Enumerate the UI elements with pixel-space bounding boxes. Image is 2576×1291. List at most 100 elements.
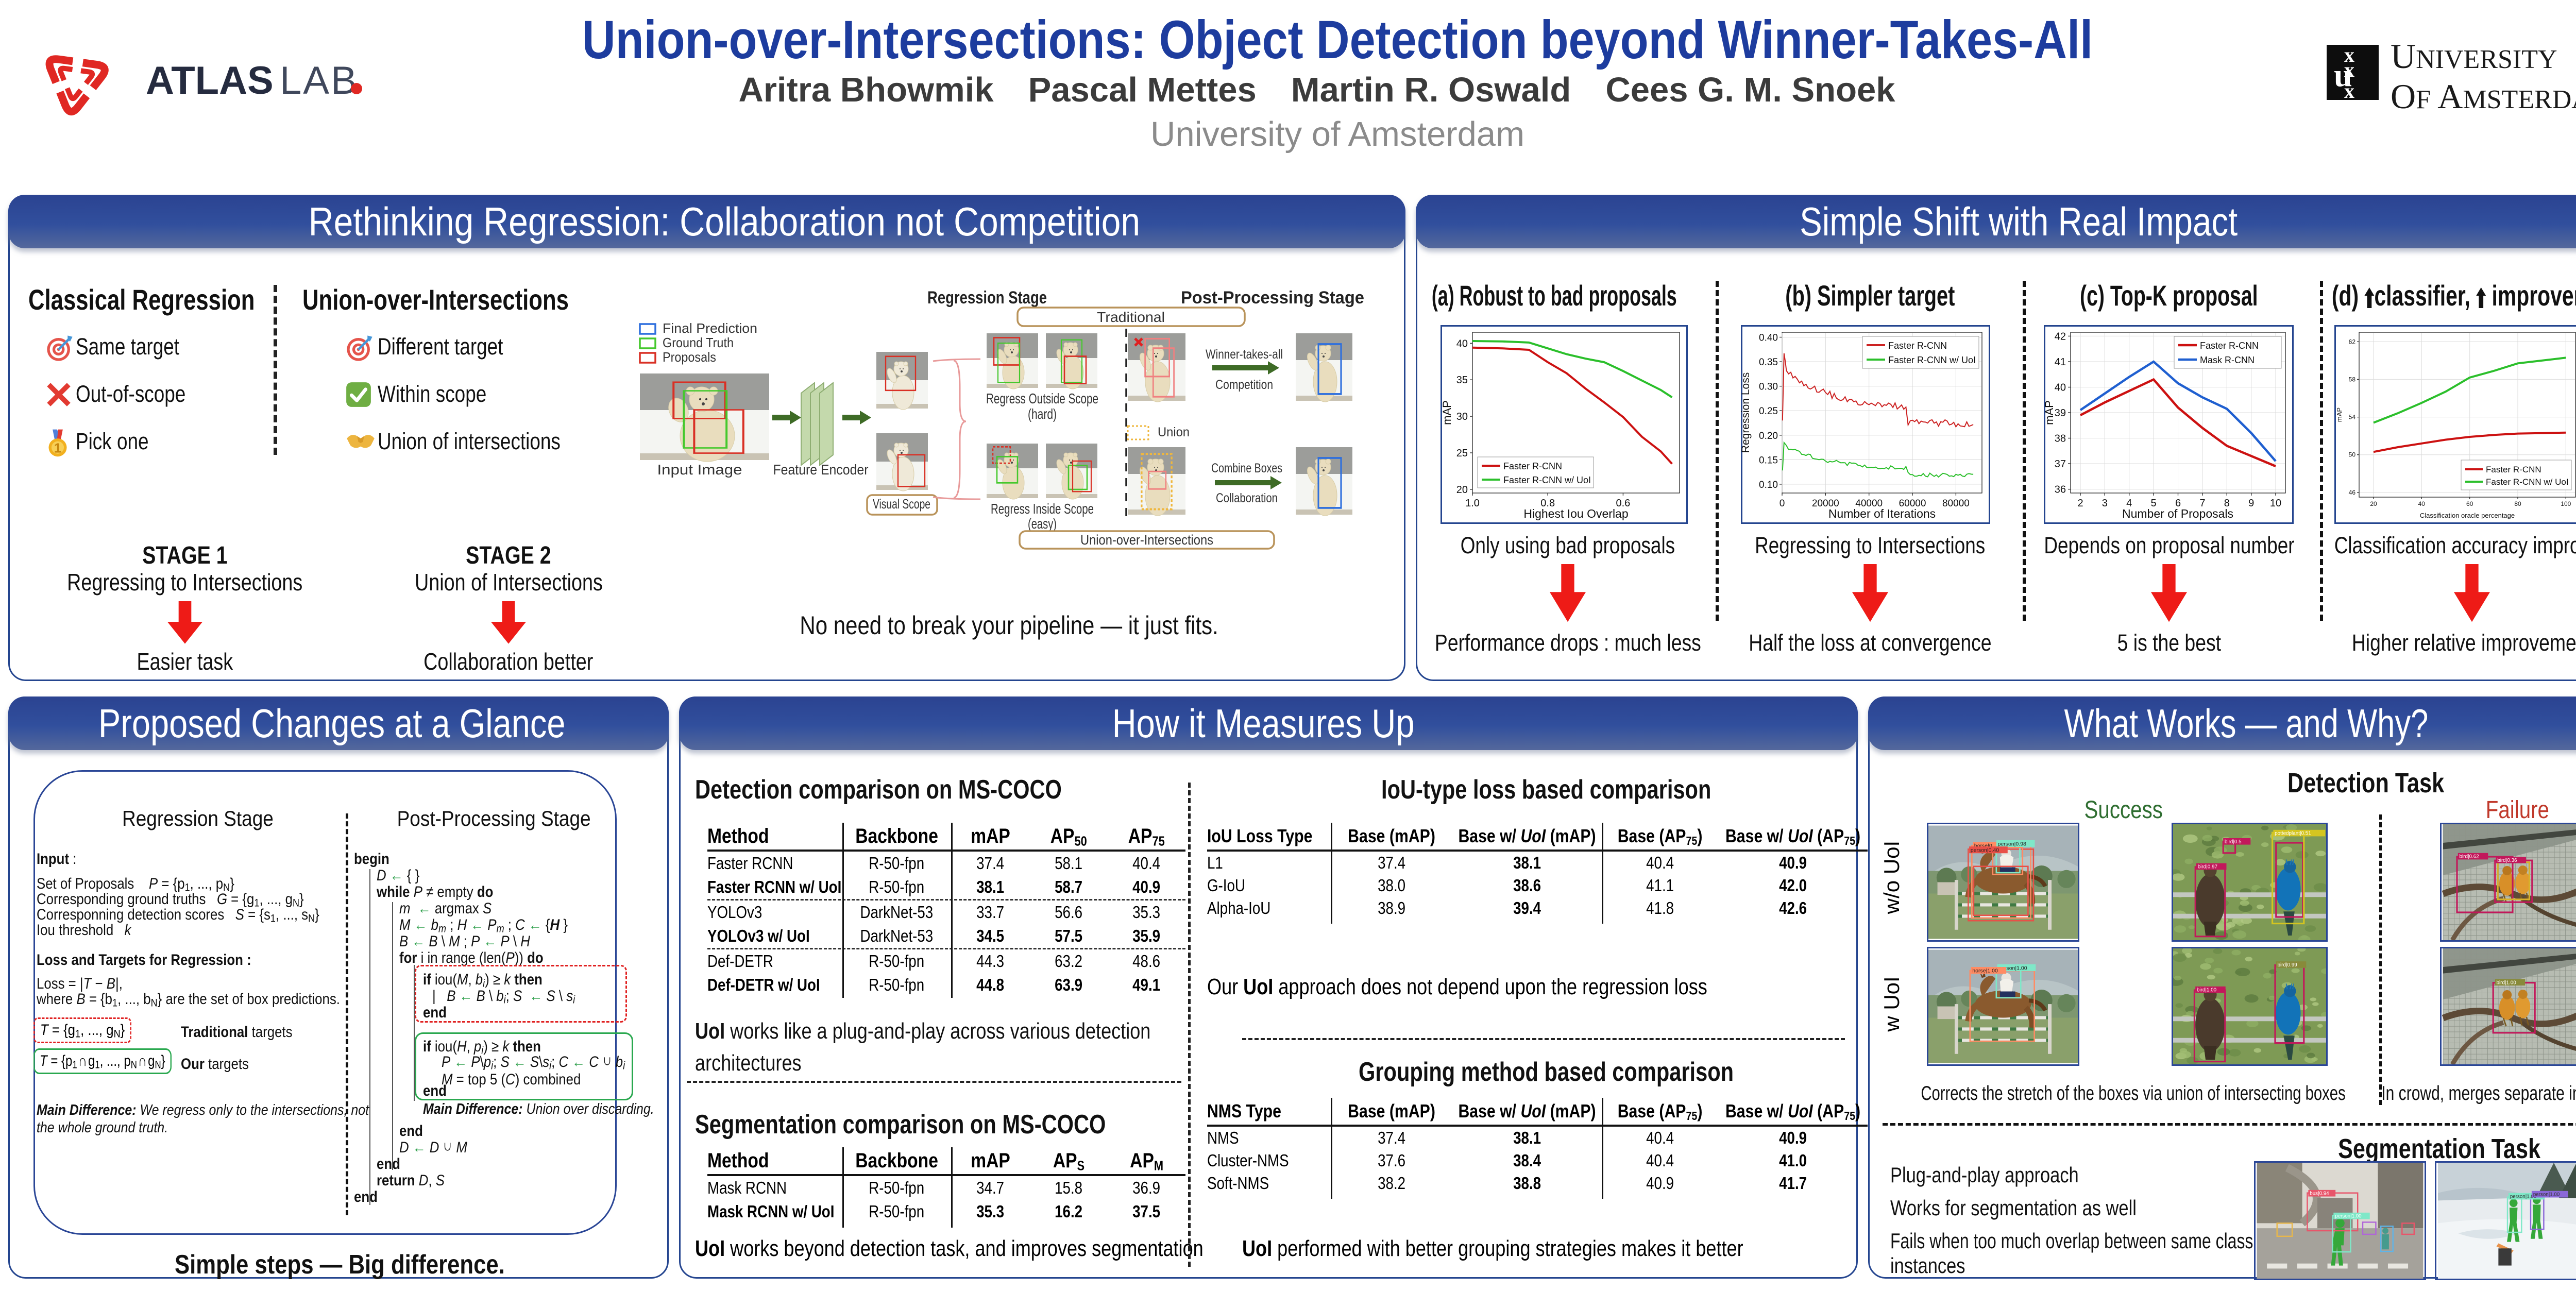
svg-text:Faster R-CNN w/ UoI: Faster R-CNN w/ UoI [2486,477,2569,487]
svg-text:Visual Scope: Visual Scope [873,496,930,512]
svg-text:Collaboration: Collaboration [1216,491,1278,505]
svg-text:Traditional: Traditional [1097,309,1165,325]
svg-text:Faster R-CNN w/ UoI: Faster R-CNN w/ UoI [1888,355,1976,365]
svg-text:mAP: mAP [1440,400,1453,425]
svg-text:OF AMSTERDAM: OF AMSTERDAM [2391,77,2576,110]
svg-text:0.35: 0.35 [1759,357,1778,368]
svg-text:62: 62 [2349,338,2356,345]
svg-text:1: 1 [54,440,62,456]
svg-text:(hard): (hard) [1028,406,1057,422]
svg-text:Faster R-CNN: Faster R-CNN [1888,341,1947,351]
svg-text:person|1.00: person|1.00 [2510,1194,2537,1199]
svg-text:0.30: 0.30 [1759,382,1778,393]
svg-text:30: 30 [1456,411,1468,422]
svg-text:x: x [2344,58,2354,81]
svg-text:7: 7 [2199,498,2205,509]
svg-text:0.25: 0.25 [1759,406,1778,417]
svg-text:25: 25 [1456,448,1468,459]
svg-text:Regression Loss: Regression Loss [1741,372,1752,453]
svg-text:0.10: 0.10 [1759,480,1778,490]
svg-text:0.20: 0.20 [1759,431,1778,441]
svg-text:Winner-takes-all: Winner-takes-all [1206,347,1283,362]
svg-text:54: 54 [2349,414,2356,421]
svg-text:10: 10 [2270,498,2281,509]
svg-text:2: 2 [2077,498,2083,509]
svg-text:20000: 20000 [1812,498,1839,509]
svg-text:Faster R-CNN: Faster R-CNN [2200,341,2259,351]
svg-text:Proposals: Proposals [663,349,716,365]
svg-text:41: 41 [2055,356,2066,368]
svg-text:1.0: 1.0 [1465,498,1480,509]
svg-text:0.15: 0.15 [1759,455,1778,466]
svg-text:42: 42 [2055,331,2066,342]
svg-text:bird|0.36: bird|0.36 [2497,858,2517,863]
svg-text:ATLAS: ATLAS [146,59,274,103]
svg-text:person|1.00: person|1.00 [2533,1192,2560,1198]
svg-text:LAB: LAB [280,59,359,103]
svg-text:Input Image: Input Image [657,462,742,478]
svg-text:Faster R-CNN: Faster R-CNN [2486,465,2541,474]
svg-text:u: u [2334,57,2352,93]
svg-text:6: 6 [2175,498,2181,509]
svg-text:35: 35 [1456,375,1468,386]
svg-text:40: 40 [1456,338,1468,349]
svg-text:38: 38 [2055,433,2066,445]
svg-text:Competition: Competition [1215,378,1273,392]
svg-text:pottedplant|0.51: pottedplant|0.51 [2275,831,2311,837]
svg-text:80: 80 [2514,500,2521,507]
svg-text:x: x [2344,45,2354,66]
svg-text:60000: 60000 [1899,498,1926,509]
svg-text:Feature Encoder: Feature Encoder [773,462,869,478]
svg-text:40000: 40000 [1855,498,1883,509]
svg-text:0.8: 0.8 [1540,498,1555,509]
svg-text:Regress Inside Scope: Regress Inside Scope [991,501,1094,517]
svg-text:bird|0.5: bird|0.5 [2225,839,2242,845]
svg-text:Union-over-Intersections: Union-over-Intersections [1080,532,1213,548]
svg-text:Faster R-CNN: Faster R-CNN [1503,461,1562,471]
svg-text:Number of Proposals: Number of Proposals [2122,507,2233,520]
svg-text:Mask R-CNN: Mask R-CNN [2200,355,2255,365]
svg-text:36: 36 [2055,484,2066,496]
svg-text:58: 58 [2349,376,2356,383]
svg-text:bird|1.00: bird|1.00 [2497,980,2517,986]
svg-text:(easy): (easy) [1028,516,1057,532]
svg-text:100: 100 [2561,500,2571,507]
svg-text:person|0.98: person|0.98 [1997,841,2026,847]
svg-text:Final Prediction: Final Prediction [663,320,757,336]
svg-text:0.6: 0.6 [1616,498,1630,509]
svg-text:Combine Boxes: Combine Boxes [1211,461,1282,475]
svg-text:46: 46 [2349,489,2356,496]
svg-text:mAP: mAP [2335,407,2343,422]
svg-text:9: 9 [2248,498,2254,509]
svg-text:Union: Union [1158,425,1190,439]
svg-text:40: 40 [2418,500,2426,507]
svg-text:3: 3 [2102,498,2108,509]
svg-text:8: 8 [2224,498,2230,509]
svg-text:horse|1.00: horse|1.00 [1972,968,1998,974]
svg-text:60: 60 [2466,500,2473,507]
svg-text:Classification oracle percenta: Classification oracle percentage [2420,512,2515,519]
svg-text:Number of Iterations: Number of Iterations [1828,507,1936,520]
svg-text:Regress Outside Scope: Regress Outside Scope [986,390,1098,406]
svg-text:mAP: mAP [2044,400,2056,425]
svg-text:37: 37 [2055,458,2066,470]
svg-text:Regression Stage: Regression Stage [927,288,1047,308]
svg-text:4: 4 [2126,498,2132,509]
svg-text:person|0.40: person|0.40 [1971,847,1999,854]
svg-text:person|1.00: person|1.00 [2335,1214,2362,1219]
svg-text:Ground Truth: Ground Truth [663,335,734,350]
svg-text:bird|0.97: bird|0.97 [2198,864,2217,870]
svg-text:bus|0.94: bus|0.94 [2310,1191,2329,1197]
svg-text:39: 39 [2055,407,2066,419]
svg-text:20: 20 [1456,484,1468,496]
svg-text:bird|1.00: bird|1.00 [2197,988,2217,993]
svg-text:20: 20 [2370,500,2377,507]
svg-text:Highest Iou Overlap: Highest Iou Overlap [1523,507,1628,520]
svg-text:Post-Processing Stage: Post-Processing Stage [1181,288,1364,308]
svg-text:40: 40 [2055,382,2066,394]
svg-text:80000: 80000 [1942,498,1970,509]
svg-text:Faster R-CNN w/ UoI: Faster R-CNN w/ UoI [1503,475,1591,485]
svg-text:0.40: 0.40 [1759,333,1778,344]
svg-text:x: x [2344,79,2354,103]
svg-text:5: 5 [2151,498,2157,509]
